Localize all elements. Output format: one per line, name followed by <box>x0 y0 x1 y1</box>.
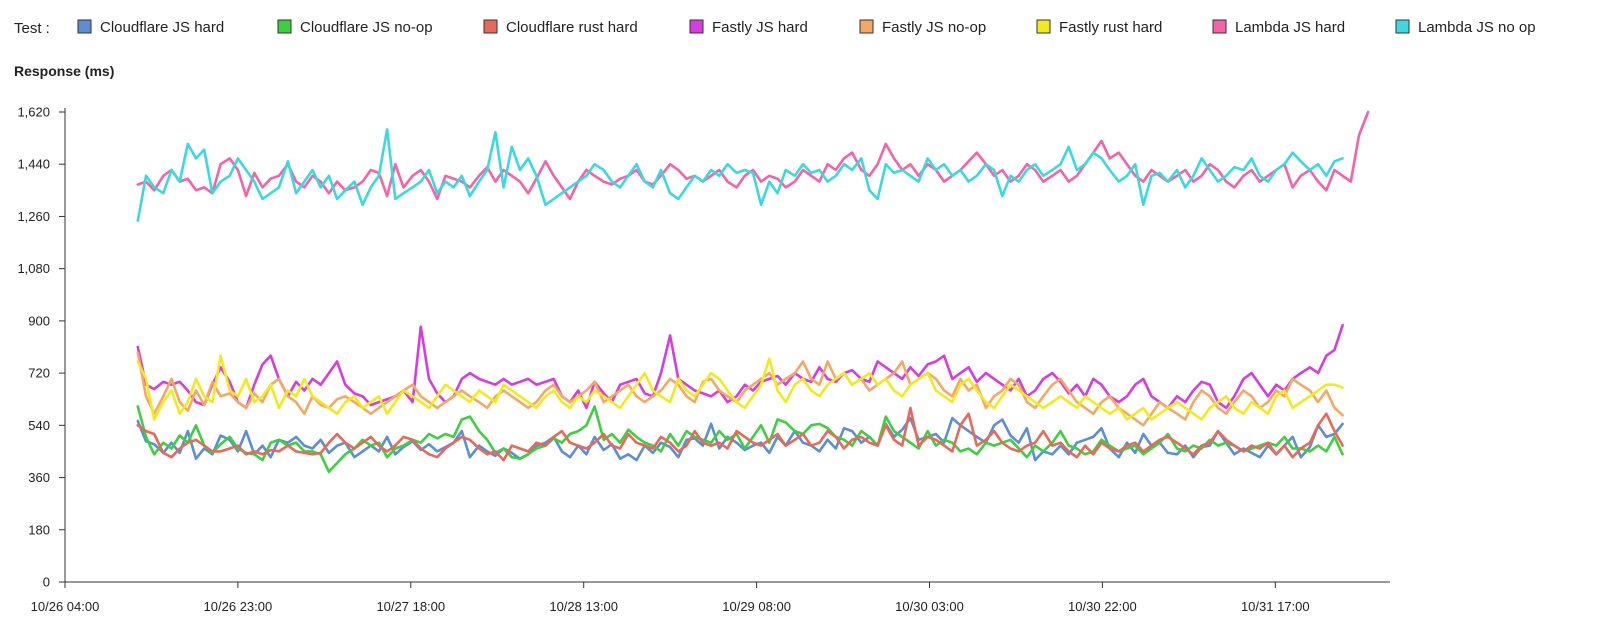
legend-label: Fastly rust hard <box>1059 19 1162 36</box>
y-tick-label: 720 <box>28 366 50 381</box>
series-line <box>136 128 1344 223</box>
series-line <box>136 406 1344 462</box>
legend-swatch <box>689 19 704 34</box>
x-tick-label: 10/28 13:00 <box>549 599 618 614</box>
series-line <box>136 110 1370 201</box>
x-axis: 10/26 04:00 10/26 23:00 10/27 18:00 10/28 1… <box>31 581 1390 614</box>
legend-swatch <box>1212 19 1227 34</box>
legend-swatch <box>277 19 292 34</box>
legend-item[interactable]: Fastly JS no-op <box>859 19 986 36</box>
x-tick-label: 10/30 03:00 <box>895 599 964 614</box>
y-axis-label: Response (ms) <box>14 63 114 79</box>
y-tick-label: 180 <box>28 522 50 537</box>
legend-item[interactable]: Cloudflare JS hard <box>77 19 224 36</box>
legend-item[interactable]: Fastly rust hard <box>1036 19 1162 36</box>
y-tick-label: 1,620 <box>17 105 50 120</box>
legend-label: Fastly JS hard <box>712 19 808 36</box>
y-tick-label: 1,080 <box>17 261 50 276</box>
legend-swatch <box>1036 19 1051 34</box>
x-tick-label: 10/29 08:00 <box>722 599 791 614</box>
y-tick-label: 0 <box>43 575 50 590</box>
legend-item[interactable]: Fastly JS hard <box>689 19 808 36</box>
x-tick-label: 10/26 04:00 <box>31 599 100 614</box>
legend: Test : Cloudflare JS hard Cloudflare JS n… <box>14 19 1536 37</box>
series-line <box>136 323 1344 410</box>
legend-swatch <box>483 19 498 34</box>
legend-item[interactable]: Cloudflare rust hard <box>483 19 638 36</box>
x-tick-label: 10/31 17:00 <box>1241 599 1310 614</box>
y-tick-label: 1,260 <box>17 209 50 224</box>
legend-swatch <box>77 19 92 34</box>
y-tick-label: 540 <box>28 418 50 433</box>
legend-item[interactable]: Lambda JS hard <box>1212 19 1345 36</box>
y-tick-label: 360 <box>28 470 50 485</box>
legend-swatch <box>859 19 874 34</box>
legend-label: Cloudflare JS no-op <box>300 19 433 36</box>
legend-title: Test : <box>14 20 50 37</box>
y-axis: 0 180 360 540 720 900 1,080 1,260 1,440 1,620 <box>17 105 66 590</box>
series-line <box>136 351 1344 427</box>
legend-label: Fastly JS no-op <box>882 19 986 36</box>
legend-item[interactable]: Lambda JS no op <box>1395 19 1536 36</box>
legend-label: Cloudflare JS hard <box>100 19 224 36</box>
y-tick-label: 1,440 <box>17 157 50 172</box>
legend-label: Lambda JS hard <box>1235 19 1345 36</box>
legend-item[interactable]: Cloudflare JS no-op <box>277 19 433 36</box>
plot-area <box>136 110 1370 474</box>
y-tick-label: 900 <box>28 313 50 328</box>
x-tick-label: 10/30 22:00 <box>1068 599 1137 614</box>
x-tick-label: 10/26 23:00 <box>204 599 273 614</box>
series-line <box>136 416 1344 462</box>
series-line <box>136 405 1344 474</box>
legend-label: Cloudflare rust hard <box>506 19 638 36</box>
series-line <box>136 354 1344 421</box>
legend-swatch <box>1395 19 1410 34</box>
x-tick-label: 10/27 18:00 <box>376 599 445 614</box>
legend-label: Lambda JS no op <box>1418 19 1536 36</box>
